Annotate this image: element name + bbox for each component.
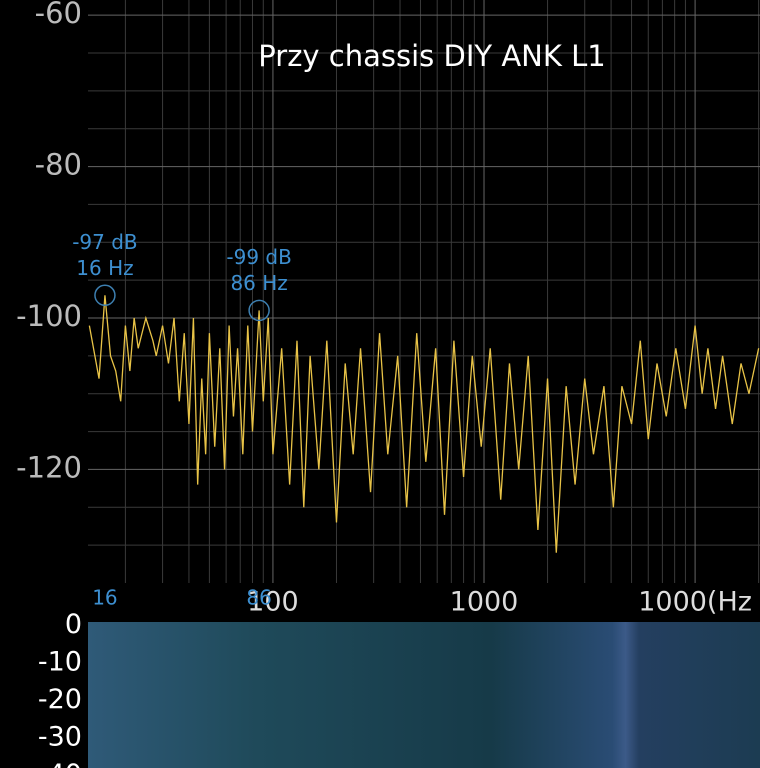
y-tick-label: -120	[16, 450, 82, 484]
peak-hz-label: 16 Hz	[76, 256, 133, 280]
spectrogram-tick-label: 0	[65, 609, 82, 640]
spectrogram	[88, 622, 760, 768]
peak-marker	[248, 299, 270, 322]
spectrogram-tick-label: -20	[38, 684, 82, 715]
peak-axis-label: 86	[246, 586, 271, 610]
x-tick-label: 1000	[450, 587, 519, 618]
peak-axis-label: 16	[92, 586, 117, 610]
spectrogram-tick-label: -10	[38, 647, 82, 678]
peak-db-label: -97 dB	[72, 230, 137, 254]
y-tick-label: -60	[35, 0, 82, 30]
spectrum-line	[88, 295, 760, 553]
x-tick-label: 100	[247, 587, 299, 618]
spectrum-plot	[88, 0, 760, 583]
peak-db-label: -99 dB	[226, 245, 291, 269]
peak-hz-label: 86 Hz	[230, 271, 287, 295]
y-tick-label: -80	[35, 148, 82, 182]
peak-marker	[94, 284, 116, 307]
spectrogram-tick-label: -30	[38, 722, 82, 753]
y-tick-label: -100	[16, 299, 82, 333]
spectrogram-tick-label: -40	[38, 759, 82, 768]
x-tick-label: 1000(Hz	[638, 587, 752, 618]
chart-title: Przy chassis DIY ANK L1	[258, 39, 605, 73]
